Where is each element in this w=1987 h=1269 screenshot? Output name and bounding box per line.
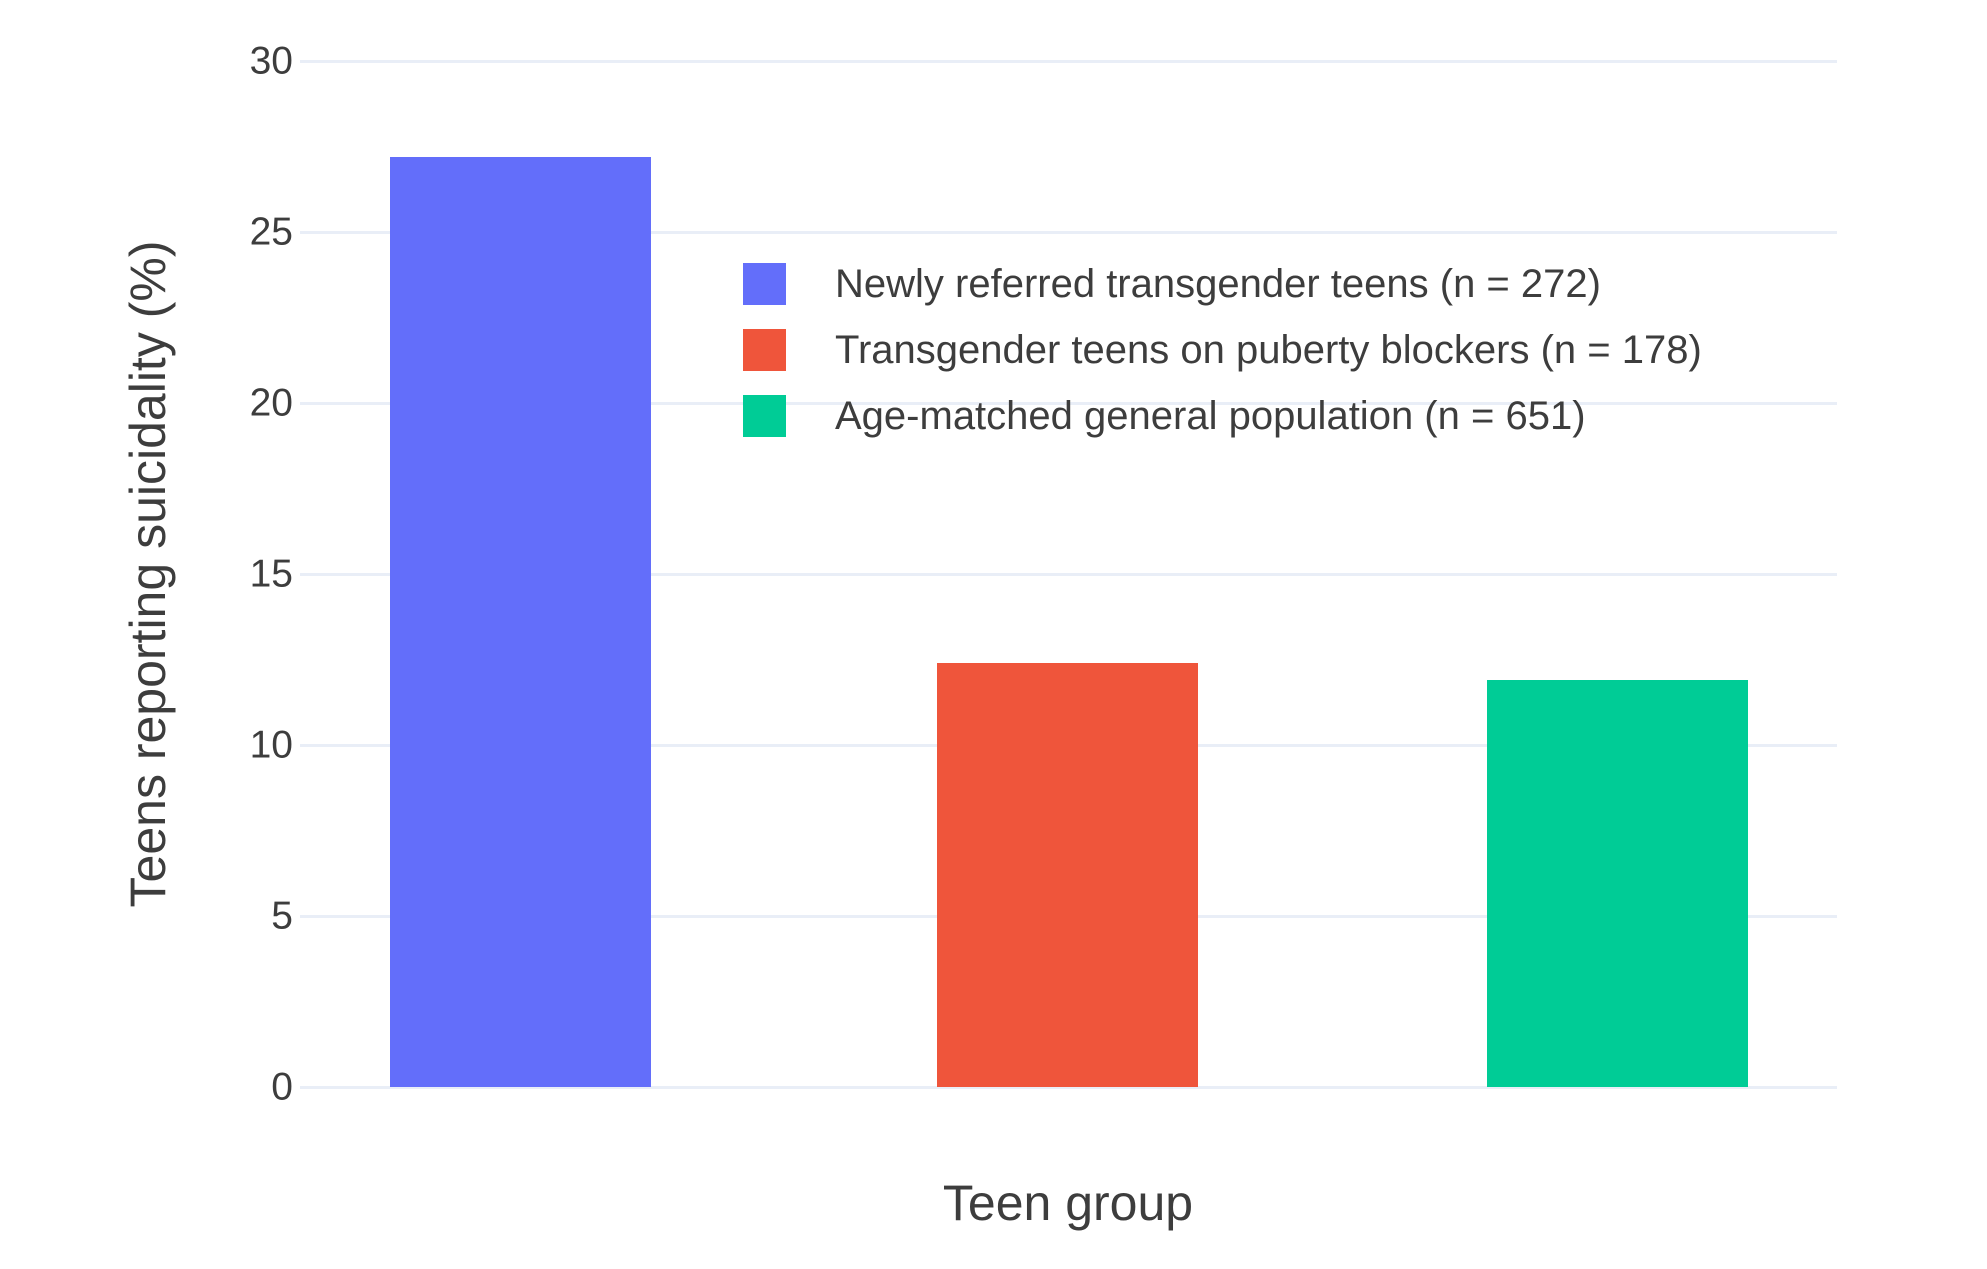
- legend-swatch-icon: [743, 329, 786, 371]
- bar-age-matched-general-population[interactable]: [1487, 680, 1748, 1087]
- legend-swatch-icon: [743, 263, 786, 305]
- bar-transgender-teens-on-puberty-blockers[interactable]: [937, 662, 1198, 1087]
- legend-label: Newly referred transgender teens (n = 27…: [835, 261, 1601, 306]
- gridline-y-20: [300, 401, 1837, 405]
- bar-newly-referred-transgender-teens[interactable]: [390, 156, 651, 1087]
- legend-label: Age-matched general population (n = 651): [835, 393, 1586, 438]
- y-tick-label-15: 15: [249, 552, 293, 596]
- legend-item-age-matched-general-population[interactable]: Age-matched general population (n = 651): [743, 383, 1702, 449]
- gridline-y-25: [300, 230, 1837, 234]
- gridline-y-0: [300, 1085, 1837, 1089]
- x-axis-title: Teen group: [942, 1175, 1194, 1231]
- y-axis-title: Teens reporting suicidality (%): [120, 240, 176, 908]
- y-tick-label-10: 10: [249, 723, 293, 767]
- legend: Newly referred transgender teens (n = 27…: [743, 251, 1702, 449]
- legend-label: Transgender teens on puberty blockers (n…: [835, 327, 1702, 372]
- legend-item-transgender-teens-on-puberty-blockers[interactable]: Transgender teens on puberty blockers (n…: [743, 317, 1702, 383]
- y-tick-label-5: 5: [271, 894, 293, 938]
- gridline-y-30: [300, 59, 1837, 63]
- legend-item-newly-referred-transgender-teens[interactable]: Newly referred transgender teens (n = 27…: [743, 251, 1702, 317]
- y-tick-label-20: 20: [249, 381, 293, 425]
- y-tick-label-25: 25: [249, 210, 293, 254]
- gridline-y-15: [300, 572, 1837, 576]
- legend-swatch-icon: [743, 395, 786, 437]
- y-tick-label-0: 0: [271, 1065, 293, 1109]
- y-tick-label-30: 30: [249, 39, 293, 83]
